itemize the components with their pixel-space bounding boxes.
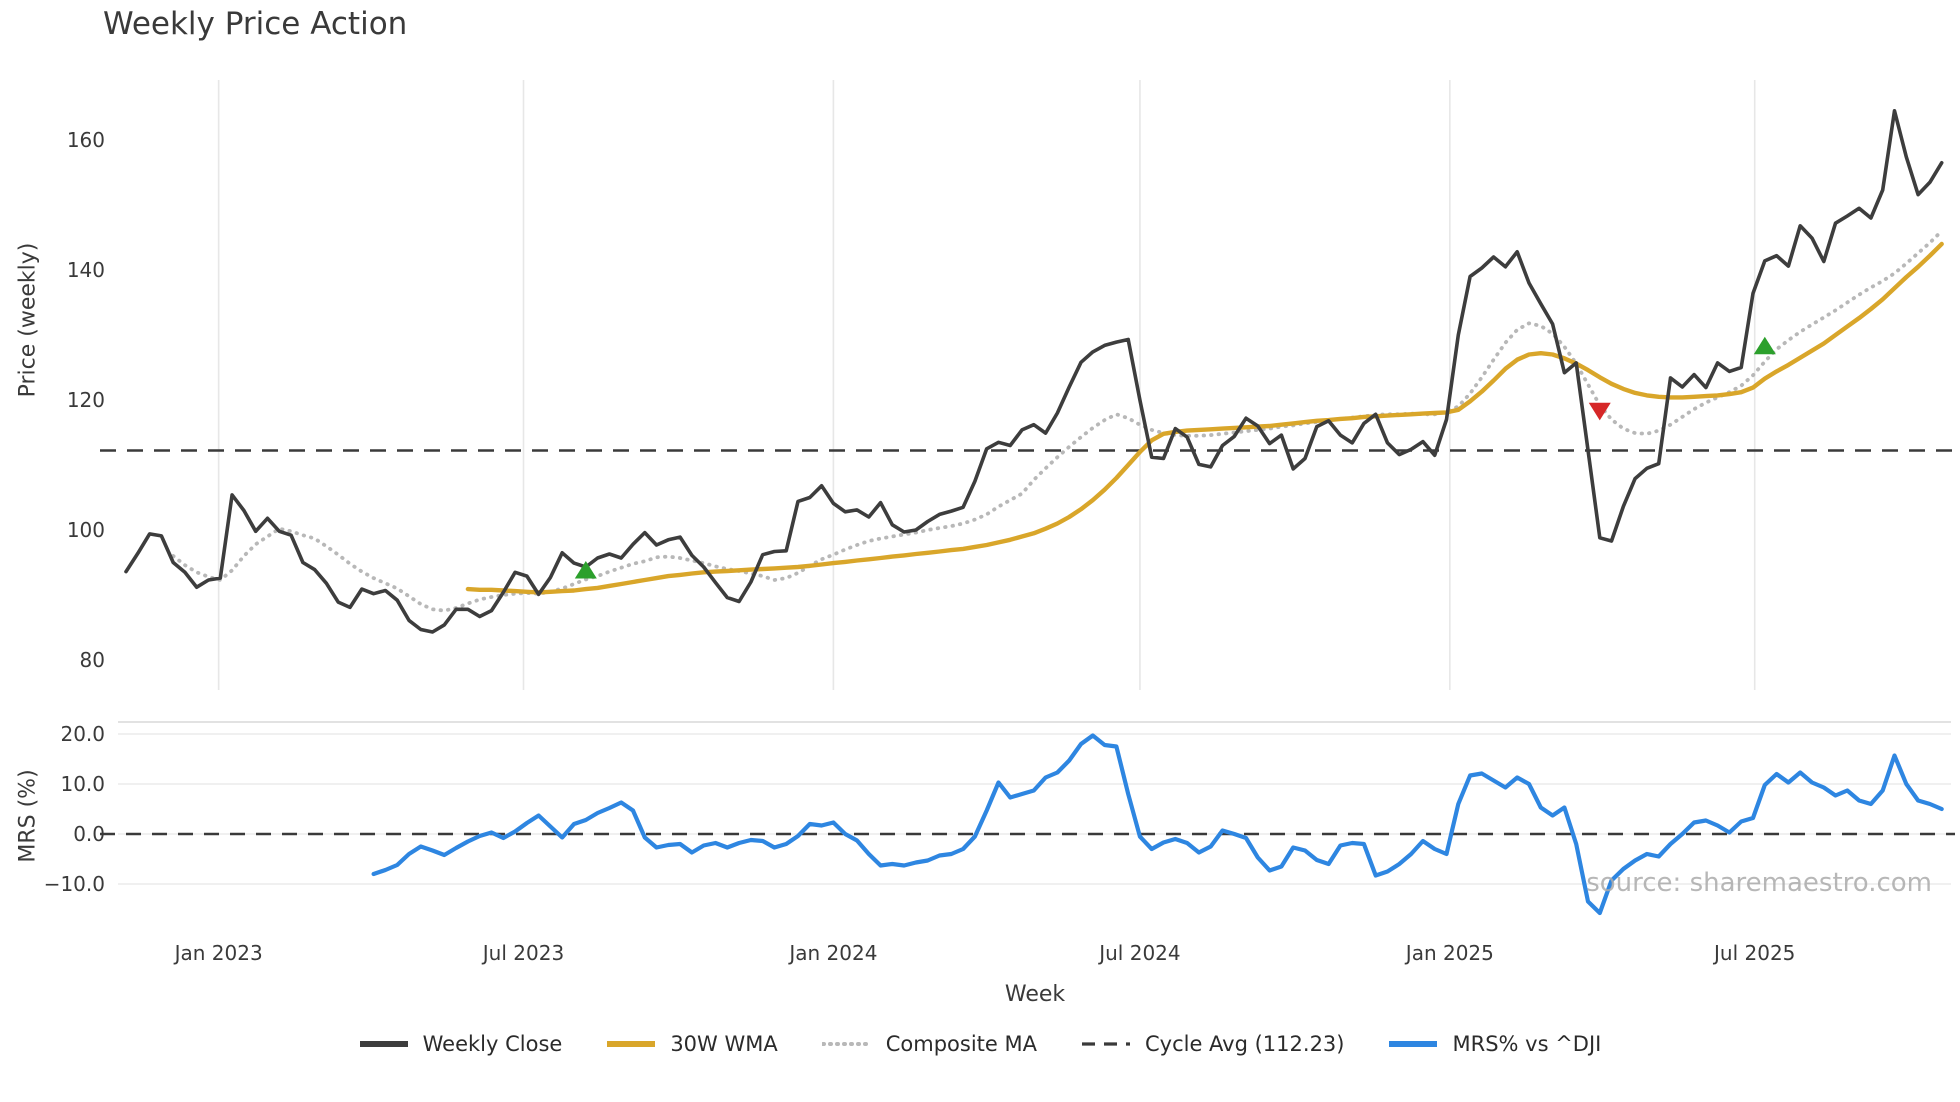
legend: Weekly Close 30W WMA Composite MA Cycle Avg… (0, 1032, 1960, 1056)
legend-swatch-solid-gold (607, 1041, 656, 1047)
x-tick-Jul-2025: Jul 2025 (1712, 941, 1795, 965)
x-axis-label: Week (1004, 982, 1066, 1007)
mrs-tick-20: 20.0 (60, 722, 105, 746)
legend-label: Composite MA (885, 1032, 1037, 1056)
price-tick-80: 80 (80, 648, 105, 672)
wma-line (465, 241, 1944, 595)
mrs-tick--10: −10.0 (44, 872, 105, 896)
price-axis-label: Price (weekly) (15, 242, 41, 398)
buy-signal-marker-2 (1753, 336, 1776, 355)
legend-item-0: Weekly Close (359, 1032, 563, 1056)
legend-swatch-solid-dark (359, 1041, 408, 1047)
mrs-axis-label: MRS (%) (15, 769, 41, 863)
legend-item-3: Cycle Avg (112.23) (1081, 1032, 1345, 1056)
sell-signal-marker-1 (1588, 402, 1611, 421)
mrs-line (371, 733, 1944, 916)
price-tick-120: 120 (67, 388, 105, 412)
legend-label: Weekly Close (422, 1032, 563, 1056)
weekly-close-line (124, 109, 1944, 634)
x-tick-Jan-2023: Jan 2023 (173, 941, 263, 965)
x-tick-Jan-2024: Jan 2024 (787, 941, 877, 965)
legend-swatch-solid-blue (1389, 1041, 1438, 1047)
legend-swatch-dashed-dark (1081, 1042, 1130, 1046)
x-tick-Jan-2025: Jan 2025 (1404, 941, 1494, 965)
mrs-tick-10: 10.0 (60, 772, 105, 796)
x-tick-Jul-2024: Jul 2024 (1097, 941, 1180, 965)
legend-label: 30W WMA (670, 1032, 778, 1056)
legend-item-2: Composite MA (821, 1032, 1037, 1056)
legend-label: Cycle Avg (112.23) (1144, 1032, 1345, 1056)
page-title: Weekly Price Action (103, 6, 408, 42)
source-watermark: source: sharemaestro.com (1586, 868, 1932, 898)
buy-signal-marker-0 (574, 560, 597, 579)
mrs-tick-0: 0.0 (73, 822, 105, 846)
composite-ma-line (171, 229, 1944, 613)
price-tick-100: 100 (67, 518, 105, 542)
legend-item-1: 30W WMA (606, 1032, 778, 1056)
price-tick-160: 160 (67, 128, 105, 152)
x-tick-Jul-2023: Jul 2023 (481, 941, 564, 965)
legend-label: MRS% vs ^DJI (1452, 1032, 1602, 1056)
legend-item-4: MRS% vs ^DJI (1388, 1032, 1601, 1056)
legend-swatch-dotted-gray (821, 1042, 872, 1046)
price-tick-140: 140 (67, 258, 105, 282)
